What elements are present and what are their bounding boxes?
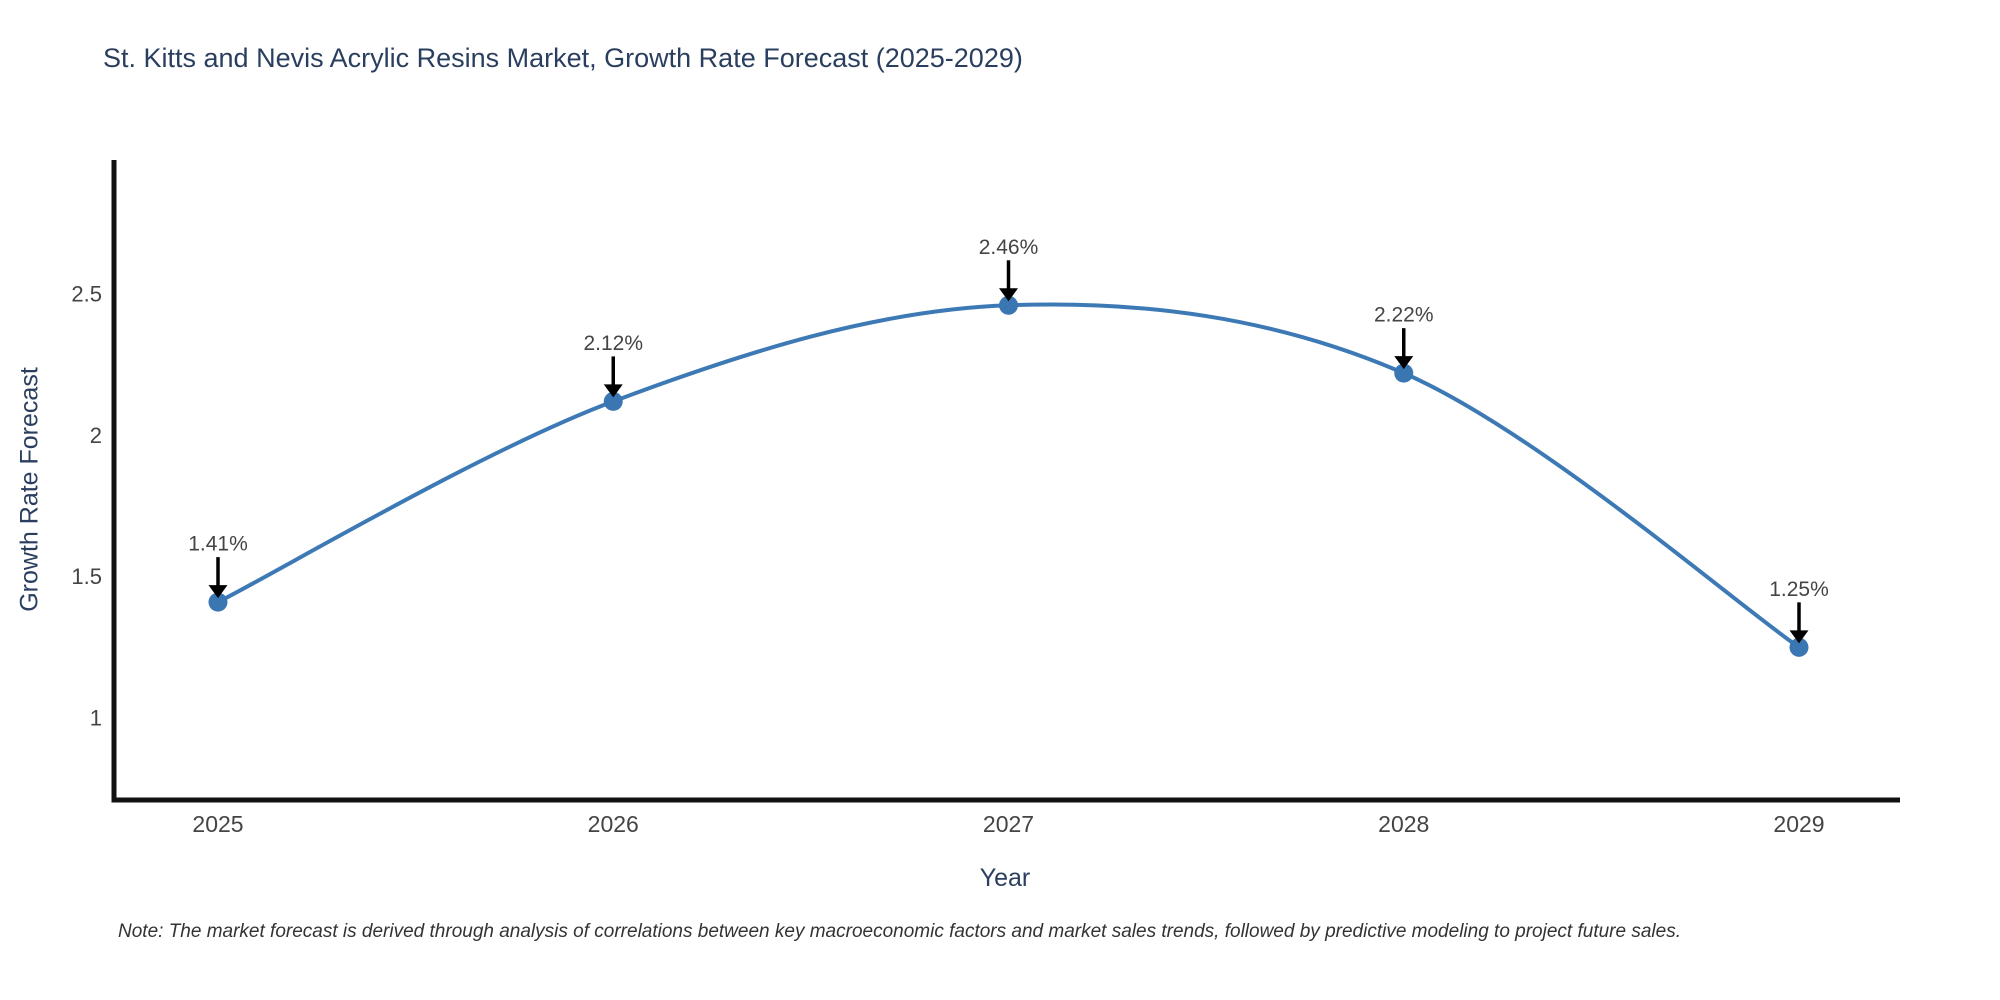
x-tick-label: 2029: [1773, 811, 1824, 837]
chart-title: St. Kitts and Nevis Acrylic Resins Marke…: [103, 43, 1023, 73]
y-tick-label: 1: [90, 706, 102, 731]
data-point-label: 1.41%: [188, 533, 248, 556]
footnote: Note: The market forecast is derived thr…: [118, 921, 1681, 942]
y-tick-label: 1.5: [71, 564, 102, 589]
y-tick-label: 2: [90, 423, 102, 448]
data-point-marker: [1789, 637, 1809, 657]
y-tick-label: 2.5: [71, 281, 102, 306]
annotation-arrow-head: [999, 288, 1018, 302]
data-point-marker: [1394, 363, 1414, 383]
x-tick-label: 2026: [588, 811, 639, 837]
data-point-marker: [999, 295, 1018, 315]
data-point-marker: [208, 592, 228, 612]
data-point-label: 2.12%: [583, 332, 643, 355]
data-point-label: 2.46%: [979, 236, 1039, 259]
data-point-label: 1.25%: [1769, 578, 1829, 601]
annotation-arrow-head: [1394, 356, 1414, 370]
annotation-arrow-head: [1789, 630, 1809, 644]
forecast-line: [216, 302, 1801, 650]
data-point-marker: [603, 391, 623, 411]
data-point-label: 2.22%: [1374, 304, 1434, 327]
x-tick-label: 2025: [192, 811, 243, 837]
x-tick-label: 2028: [1378, 811, 1429, 837]
annotation-arrow-head: [603, 384, 623, 398]
x-tick-label: 2027: [983, 811, 1034, 837]
x-axis-title: Year: [979, 864, 1031, 892]
annotation-arrow-head: [208, 585, 228, 599]
